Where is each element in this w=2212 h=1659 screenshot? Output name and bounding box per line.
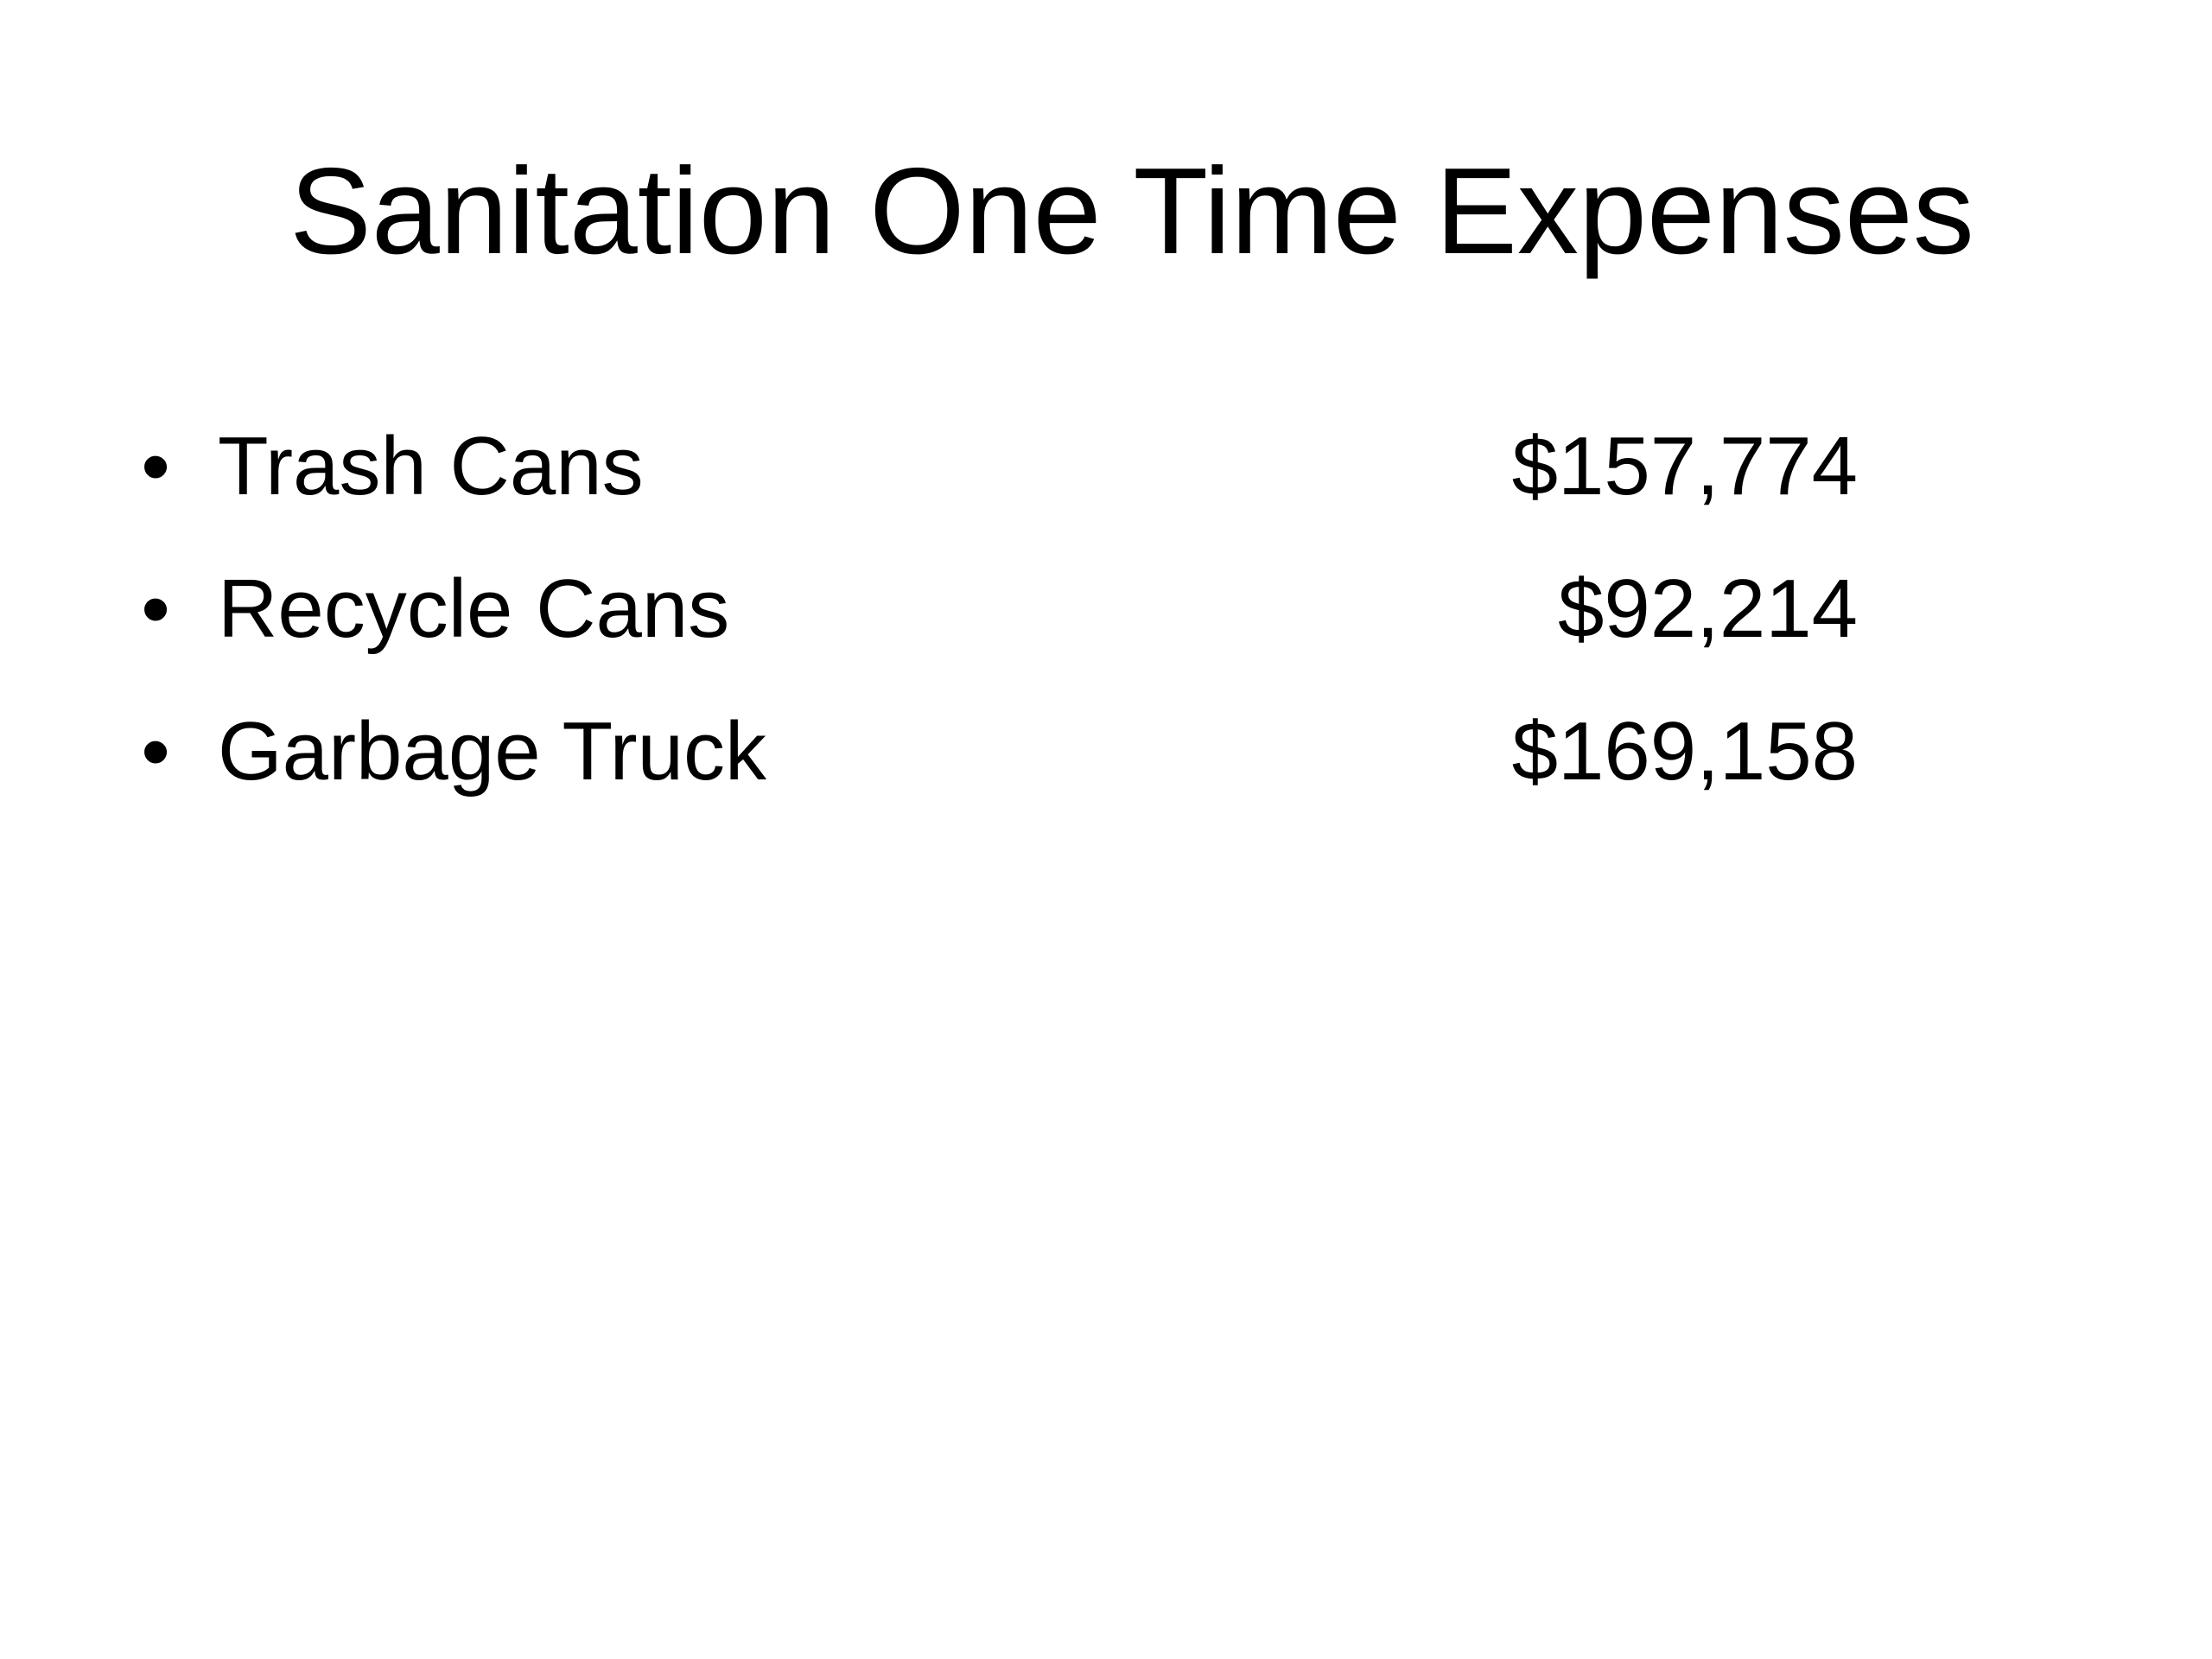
- slide-title: Sanitation One Time Expenses: [289, 143, 1974, 280]
- bullet-marker: •: [141, 563, 170, 655]
- item-label: Recycle Cans: [218, 563, 730, 655]
- bullet-marker: •: [141, 420, 170, 512]
- bullet-item: • Recycle Cans $92,214: [0, 549, 2212, 670]
- bullet-marker: •: [141, 705, 170, 798]
- bullet-item: • Garbage Truck $169,158: [0, 691, 2212, 812]
- item-amount: $92,214: [1557, 563, 1858, 655]
- item-label: Garbage Truck: [218, 705, 766, 798]
- item-label: Trash Cans: [218, 420, 644, 512]
- item-amount: $169,158: [1511, 705, 1858, 798]
- item-amount: $157,774: [1511, 420, 1858, 512]
- bullet-item: • Trash Cans $157,774: [0, 406, 2212, 527]
